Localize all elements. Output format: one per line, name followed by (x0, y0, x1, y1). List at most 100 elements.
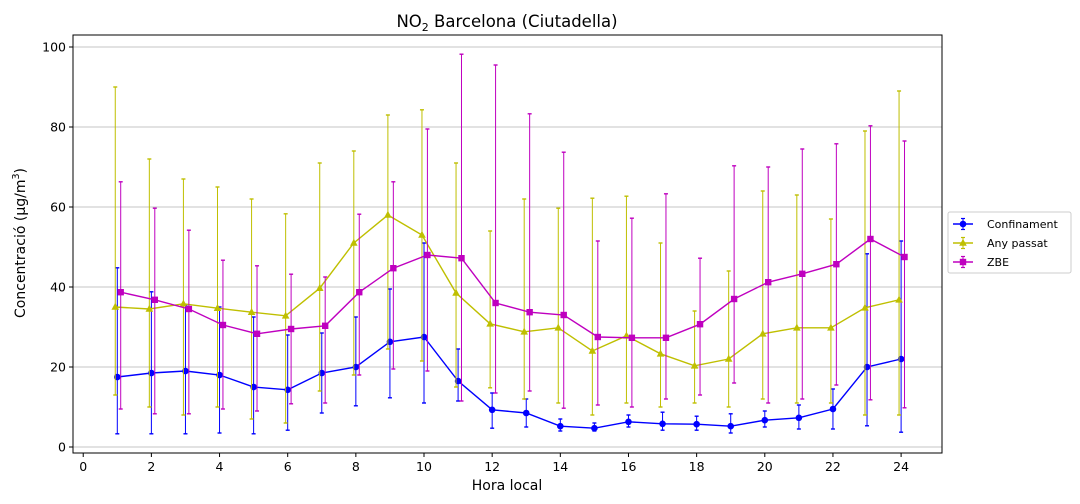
data-point (458, 255, 465, 262)
data-point (418, 230, 426, 238)
data-point (390, 265, 397, 272)
legend-marker (959, 258, 967, 266)
data-point (117, 289, 124, 296)
legend-label: Confinament (987, 218, 1058, 231)
data-point (730, 295, 738, 303)
x-axis-label: Hora local (472, 478, 543, 494)
data-point (520, 327, 528, 335)
y-axis: 0 20 40 60 80 100 (42, 40, 73, 455)
data-point (793, 323, 801, 331)
legend-label: ZBE (987, 256, 1009, 269)
legend-item: ZBE (953, 255, 1009, 269)
x-tick-label: 18 (689, 459, 705, 474)
data-point (827, 323, 835, 331)
data-point (662, 334, 670, 341)
gridlines (73, 46, 942, 448)
legend-label: Any passat (987, 237, 1048, 250)
data-point (452, 288, 460, 296)
data-point (111, 302, 120, 310)
data-point (795, 414, 803, 422)
series-confinament (114, 240, 905, 435)
data-point (384, 210, 392, 218)
data-point (287, 325, 295, 333)
data-point (488, 406, 496, 414)
data-point (526, 309, 533, 316)
data-point (867, 235, 874, 243)
data-point (185, 305, 193, 313)
data-point (622, 331, 631, 339)
x-axis: 0 2 4 6 8 10 12 14 16 18 20 22 24 (79, 453, 909, 474)
legend-marker (959, 238, 967, 246)
x-tick-label: 2 (147, 459, 155, 474)
series-line (120, 238, 905, 339)
legend-box (947, 211, 1072, 274)
data-point (557, 422, 564, 430)
data-point (554, 323, 563, 331)
data-point (895, 295, 903, 303)
legend-item: Confinament (953, 217, 1058, 231)
data-point (829, 405, 837, 413)
data-point (628, 334, 636, 341)
data-point (727, 422, 735, 430)
data-point (522, 409, 530, 417)
y-tick-label: 100 (42, 40, 66, 55)
x-tick-label: 12 (484, 459, 500, 474)
x-tick-label: 16 (621, 459, 637, 474)
legend-item: Any passat (953, 236, 1048, 250)
data-point (247, 308, 256, 315)
data-point (492, 299, 499, 307)
data-point (833, 261, 840, 268)
data-point (219, 321, 227, 329)
data-point (861, 303, 869, 311)
data-point (356, 289, 363, 296)
y-tick-label: 80 (50, 120, 66, 135)
data-point (151, 296, 158, 303)
x-tick-label: 24 (893, 459, 909, 474)
data-point (696, 321, 704, 328)
plot-frame (72, 34, 943, 454)
chart-title: NO2 Barcelona (Ciutadella) (396, 12, 617, 34)
data-point (486, 319, 494, 327)
data-point (424, 251, 431, 259)
x-tick-label: 14 (552, 459, 568, 474)
y-tick-label: 60 (50, 200, 66, 215)
data-point (765, 279, 772, 286)
x-tick-label: 4 (216, 459, 224, 474)
series-zbe (117, 53, 908, 415)
data-point (659, 420, 666, 428)
series-line (117, 336, 902, 429)
data-point (560, 311, 567, 319)
y-tick-label: 20 (50, 360, 66, 375)
data-point (145, 304, 154, 312)
y-tick-label: 0 (58, 440, 66, 455)
data-point (901, 253, 908, 261)
data-point (253, 330, 261, 337)
legend-marker (959, 220, 967, 228)
series-line (115, 214, 900, 367)
data-point (693, 420, 700, 428)
y-axis-label: Concentració (µg/m3) (11, 168, 29, 318)
series-layer (111, 53, 908, 435)
data-point (625, 418, 632, 426)
y-tick-label: 40 (50, 280, 66, 295)
data-point (321, 322, 329, 329)
series-any-passat (111, 86, 903, 424)
x-tick-label: 10 (416, 459, 432, 474)
data-point (350, 238, 358, 246)
data-point (594, 333, 602, 341)
data-point (799, 270, 806, 277)
data-point (281, 311, 290, 319)
x-tick-label: 22 (825, 459, 841, 474)
data-point (724, 354, 733, 362)
data-point (591, 424, 598, 432)
data-point (213, 304, 222, 311)
data-point (761, 416, 769, 424)
legend: Confinament Any passat ZBE (947, 211, 1072, 274)
data-point (588, 346, 597, 354)
x-tick-label: 8 (352, 459, 360, 474)
data-point (315, 284, 324, 291)
data-point (690, 361, 699, 369)
data-point (656, 349, 665, 357)
x-tick-label: 0 (79, 459, 87, 474)
